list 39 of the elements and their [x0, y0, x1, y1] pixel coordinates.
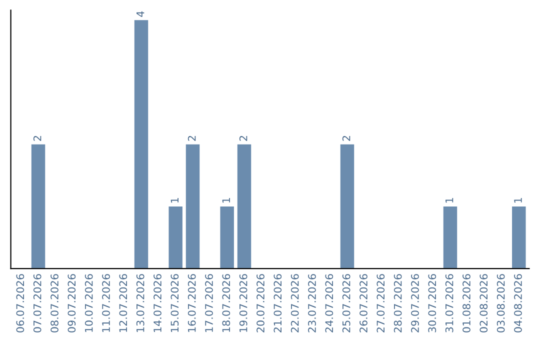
x-tick-label: 19.07.2026: [239, 274, 248, 332]
x-tick-label: 06.07.2026: [16, 274, 24, 332]
x-tick-label: 30.07.2026: [428, 274, 436, 332]
x-tick-label: 04.08.2026: [514, 274, 522, 332]
x-tick-label: 29.07.2026: [411, 274, 419, 332]
data-label: 1: [222, 198, 230, 203]
data-label: 4: [136, 11, 144, 17]
x-tick-label: 03.08.2026: [496, 274, 505, 332]
x-tick-label: 23.07.2026: [308, 274, 316, 332]
x-tick-label: 07.07.2026: [33, 274, 42, 332]
data-label: 2: [342, 136, 350, 141]
x-tick-label: 25.07.2026: [342, 274, 350, 332]
x-tick-label: 21.07.2026: [274, 274, 282, 332]
x-tick-label: 17.07.2026: [205, 274, 213, 332]
data-label: 2: [239, 136, 248, 141]
x-tick-label: 31.07.2026: [445, 274, 454, 332]
data-label: 2: [188, 136, 196, 141]
x-tick-label: 02.08.2026: [480, 274, 488, 332]
data-label: 1: [446, 198, 454, 203]
x-tick-label: 11.07.2026: [102, 274, 110, 332]
x-tick-label: 10.07.2026: [84, 274, 93, 332]
x-tick-label: 26.07.2026: [360, 274, 368, 332]
data-label: 1: [514, 198, 522, 203]
x-tick-label: 22.07.2026: [290, 274, 299, 332]
x-tick-label: 15.07.2026: [170, 274, 179, 332]
x-tick-label: 28.07.2026: [394, 274, 402, 332]
x-tick-label: 14.07.2026: [154, 274, 162, 332]
x-tick-label: 24.07.2026: [325, 274, 334, 332]
x-tick-label: 12.07.2026: [119, 274, 128, 332]
x-tick-label: 09.07.2026: [68, 274, 76, 332]
data-label: 2: [33, 136, 42, 141]
x-tick-label: 20.07.2026: [256, 274, 264, 332]
x-tick-label: 27.07.2026: [376, 274, 385, 332]
x-tick-label: 16.07.2026: [188, 274, 196, 332]
x-tick-label: 18.07.2026: [222, 274, 230, 332]
x-tick-label: 01.08.2026: [462, 274, 470, 332]
x-tick-label: 08.07.2026: [50, 274, 58, 332]
x-tick-label: 13.07.2026: [136, 274, 144, 332]
data-label: 1: [170, 198, 178, 203]
